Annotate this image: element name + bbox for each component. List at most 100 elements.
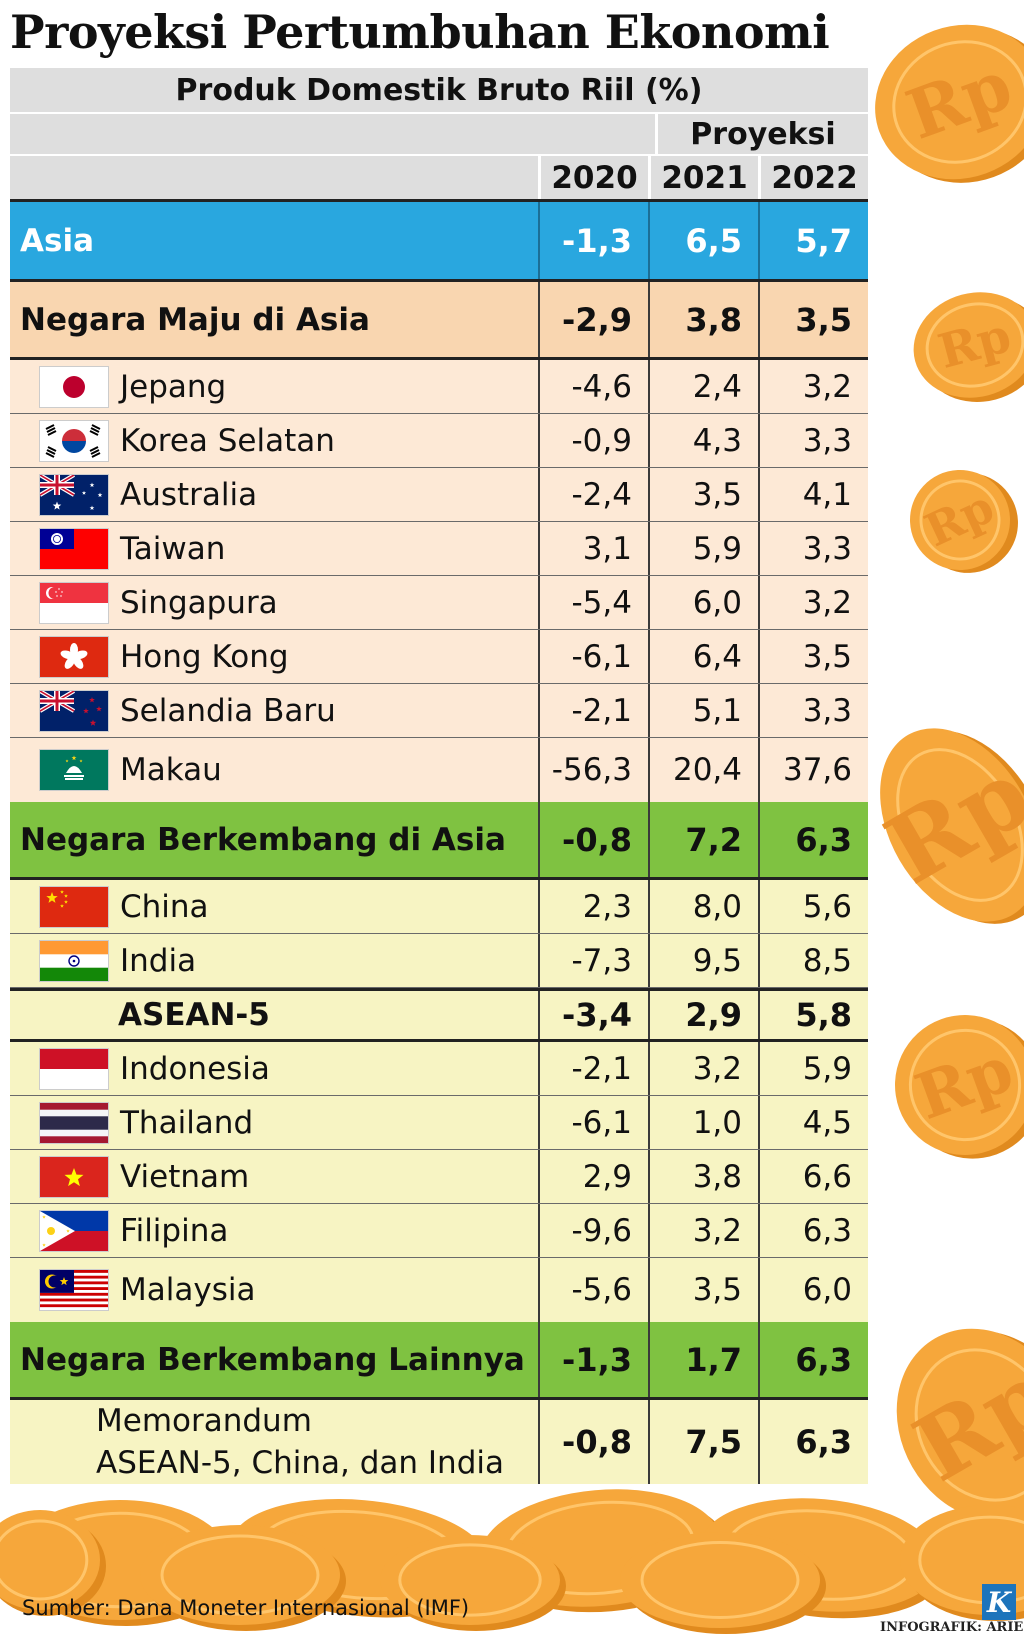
table-row: Thailand -6,1 1,0 4,5 <box>10 1096 868 1150</box>
row-label: Makau <box>120 752 222 788</box>
subtotal-row: ASEAN-5 -3,4 2,9 5,8 <box>10 988 868 1042</box>
table-header-projection: Proyeksi <box>10 113 868 156</box>
row-label: Vietnam <box>120 1158 250 1195</box>
row-label-cell: Taiwan <box>10 522 538 575</box>
category-row: Negara Berkembang Lainnya -1,3 1,7 6,3 <box>10 1322 868 1400</box>
value-2022: 6,0 <box>758 1258 868 1322</box>
table-row: Jepang -4,6 2,4 3,2 <box>10 360 868 414</box>
value-2022: 3,2 <box>758 576 868 629</box>
row-label: Taiwan <box>120 530 226 567</box>
row-label-cell: Negara Berkembang di Asia <box>10 802 538 877</box>
rupiah-coin-icon: Rp <box>869 728 1024 924</box>
rupiah-coin-icon: Rp <box>896 1328 1024 1524</box>
value-2022: 4,1 <box>758 468 868 521</box>
row-label-cell: Thailand <box>10 1096 538 1149</box>
rupiah-coin-icon <box>0 1510 106 1616</box>
row-label: Memorandum <box>96 1403 312 1439</box>
row-label-cell: Selandia Baru <box>10 684 538 737</box>
table-row: Makau -56,3 20,4 37,6 <box>10 738 868 802</box>
value-2021: 7,2 <box>648 802 758 877</box>
value-2021: 3,2 <box>648 1042 758 1095</box>
value-2020: -7,3 <box>538 934 648 987</box>
value-2021: 3,5 <box>648 468 758 521</box>
source-note: Sumber: Dana Moneter Internasional (IMF) <box>22 1596 470 1620</box>
row-label-cell: Malaysia <box>10 1258 538 1322</box>
row-label-cell: Hong Kong <box>10 630 538 683</box>
value-2020: -6,1 <box>538 1096 648 1149</box>
value-2021: 6,4 <box>648 630 758 683</box>
value-2022: 37,6 <box>758 738 868 802</box>
value-2022: 5,6 <box>758 880 868 933</box>
row-label-cell: Vietnam <box>10 1150 538 1203</box>
value-2020: -0,8 <box>538 1400 648 1484</box>
hong-kong-flag-icon <box>40 636 108 677</box>
gdp-table: Produk Domestik Bruto Riil (%) Proyeksi … <box>10 68 868 1484</box>
thailand-flag-icon <box>40 1102 108 1143</box>
new-zealand-flag-icon <box>40 690 108 731</box>
table-row: Malaysia -5,6 3,5 6,0 <box>10 1258 868 1322</box>
row-label-cell: Makau <box>10 738 538 802</box>
value-2022: 6,3 <box>758 802 868 877</box>
row-label: Negara Maju di Asia <box>20 301 370 338</box>
table-row: Selandia Baru -2,1 5,1 3,3 <box>10 684 868 738</box>
value-2020: -1,3 <box>538 202 648 279</box>
row-label: Malaysia <box>120 1272 256 1308</box>
value-2022: 3,3 <box>758 522 868 575</box>
value-2021: 5,1 <box>648 684 758 737</box>
value-2021: 3,5 <box>648 1258 758 1322</box>
row-label: Australia <box>120 476 258 513</box>
table-title: Produk Domestik Bruto Riil (%) <box>175 72 703 108</box>
row-label-cell: ASEAN-5 <box>10 991 538 1039</box>
china-flag-icon <box>40 886 108 927</box>
rupiah-coin-icon: Rp <box>875 24 1024 183</box>
australia-flag-icon <box>40 474 108 515</box>
value-2021: 9,5 <box>648 934 758 987</box>
value-2020: -4,6 <box>538 360 648 413</box>
value-2020: -9,6 <box>538 1204 648 1257</box>
value-2021: 3,2 <box>648 1204 758 1257</box>
row-label-cell: Korea Selatan <box>10 414 538 467</box>
row-label: Negara Berkembang Lainnya <box>20 1341 525 1378</box>
value-2021: 4,3 <box>648 414 758 467</box>
table-row: Vietnam 2,9 3,8 6,6 <box>10 1150 868 1204</box>
malaysia-flag-icon <box>40 1270 108 1310</box>
row-label-cell: Asia <box>10 202 538 279</box>
value-2020: -2,4 <box>538 468 648 521</box>
row-label: Korea Selatan <box>120 422 335 459</box>
table-row: Singapura -5,4 6,0 3,2 <box>10 576 868 630</box>
value-2020: 3,1 <box>538 522 648 575</box>
table-row: Korea Selatan -0,9 4,3 3,3 <box>10 414 868 468</box>
publisher-logo: K <box>982 1584 1016 1620</box>
rupiah-coin-icon: Rp <box>913 292 1024 402</box>
table-row: Filipina -9,6 3,2 6,3 <box>10 1204 868 1258</box>
table-row: Indonesia -2,1 3,2 5,9 <box>10 1042 868 1096</box>
row-label-cell: Australia <box>10 468 538 521</box>
value-2020: -1,3 <box>538 1322 648 1397</box>
row-label-cell: Filipina <box>10 1204 538 1257</box>
row-label-cell: Indonesia <box>10 1042 538 1095</box>
india-flag-icon <box>40 940 108 981</box>
value-2021: 6,5 <box>648 202 758 279</box>
value-2020: 2,3 <box>538 880 648 933</box>
column-header-2022: 2022 <box>758 156 868 199</box>
singapore-flag-icon <box>40 582 108 623</box>
memo-row: Memorandum ASEAN-5, China, dan India -0,8 7… <box>10 1400 868 1484</box>
header-spacer <box>10 156 538 199</box>
value-2020: -5,6 <box>538 1258 648 1322</box>
row-label: Jepang <box>120 368 227 405</box>
macau-flag-icon <box>40 750 108 790</box>
japan-flag-icon <box>40 366 108 407</box>
rupiah-coin-icon <box>380 1535 566 1631</box>
value-2020: -5,4 <box>538 576 648 629</box>
page-title: Proyeksi Pertumbuhan Ekonomi <box>10 5 830 59</box>
value-2022: 6,3 <box>758 1322 868 1397</box>
value-2021: 3,8 <box>648 1150 758 1203</box>
value-2022: 3,2 <box>758 360 868 413</box>
value-2022: 8,5 <box>758 934 868 987</box>
value-2021: 5,9 <box>648 522 758 575</box>
value-2022: 6,3 <box>758 1400 868 1484</box>
row-label-cell: Singapura <box>10 576 538 629</box>
value-2022: 3,5 <box>758 630 868 683</box>
row-label-line2: ASEAN-5, China, dan India <box>96 1445 504 1481</box>
value-2021: 20,4 <box>648 738 758 802</box>
